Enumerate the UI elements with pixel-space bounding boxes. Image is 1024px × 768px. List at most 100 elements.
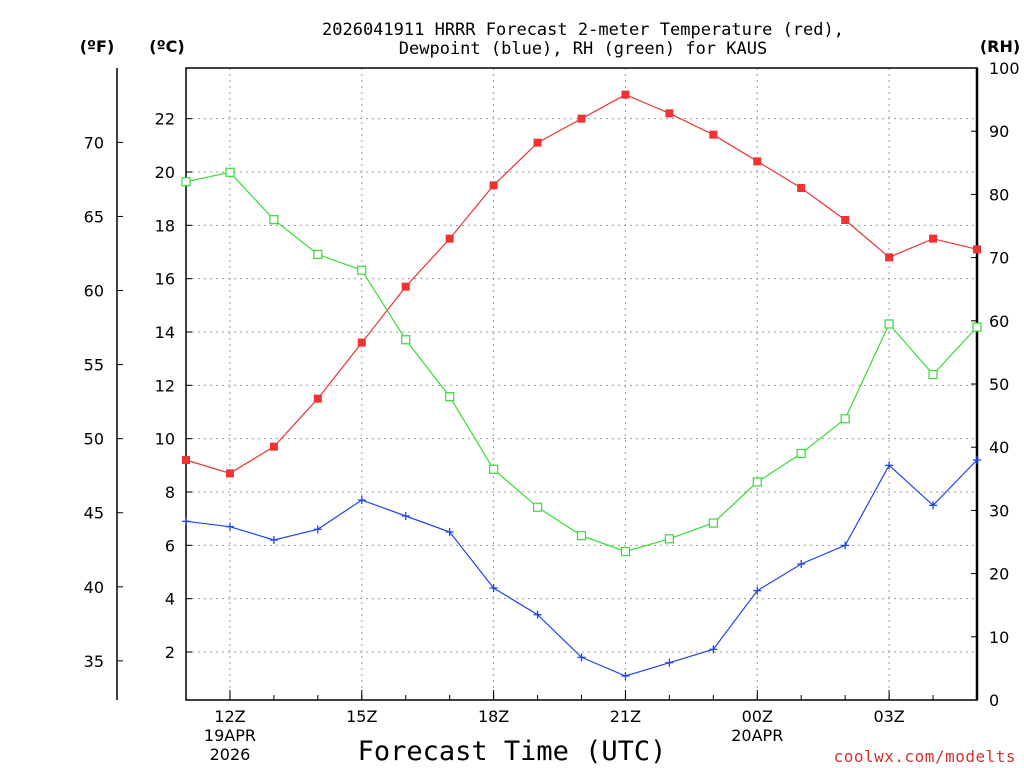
data-series (181, 90, 982, 680)
rh-tick-label: 70 (989, 249, 1009, 268)
axes (116, 67, 979, 701)
rh-tick-label: 100 (989, 59, 1020, 78)
dewpoint-point (357, 496, 366, 504)
dewpoint-point (709, 645, 718, 654)
celsius-tick-label: 8 (165, 483, 175, 502)
celsius-tick-label: 10 (155, 430, 175, 449)
dewpoint-point (533, 610, 542, 619)
rh-point (664, 534, 674, 544)
fahrenheit-tick-label: 50 (84, 430, 104, 449)
chart-title-line-2: Dewpoint (blue), RH (green) for KAUS (399, 39, 767, 59)
fahrenheit-tick-label: 65 (84, 207, 104, 226)
rh-point (708, 518, 718, 528)
temperature-point (182, 456, 190, 464)
dewpoint-point (401, 512, 410, 520)
rh-point (884, 319, 894, 329)
dewpoint-point (225, 522, 234, 531)
dewpoint-point (841, 541, 850, 550)
temperature-point (841, 216, 850, 224)
temperature-point (797, 184, 806, 192)
rh-point (181, 177, 191, 187)
temperature-point (709, 130, 718, 139)
rh-unit-label: (RH) (980, 37, 1020, 56)
rh-point (313, 249, 323, 260)
celsius-tick-label: 14 (155, 323, 175, 342)
fahrenheit-unit-label: (ºF) (80, 37, 115, 56)
dewpoint-point (182, 517, 190, 526)
dewpoint-point (577, 653, 586, 662)
rh-tick-label: 40 (989, 438, 1009, 457)
rh-tick-label: 10 (989, 628, 1009, 647)
x-axis-label: Forecast Time (UTC) (358, 736, 667, 767)
credit-text: coolwx.com/modelts (834, 747, 1016, 766)
x-tick-label: 12Z (214, 707, 245, 726)
dewpoint-point (313, 525, 322, 534)
x-tick-label: 19APR (204, 726, 256, 745)
temperature-point (577, 114, 586, 123)
rh-point (269, 215, 279, 225)
rh-point (752, 477, 762, 487)
dewpoint-point (973, 456, 981, 464)
dewpoint-point (621, 672, 630, 680)
rh-line (185, 171, 978, 553)
x-tick-label: 20APR (731, 726, 783, 745)
rh-tick-label: 90 (989, 122, 1009, 141)
rh-tick-label: 0 (989, 691, 999, 710)
dewpoint-point (885, 461, 894, 470)
fahrenheit-tick-label: 35 (84, 652, 104, 671)
temperature-point (445, 234, 454, 243)
rh-point (796, 448, 806, 459)
rh-point (840, 414, 850, 424)
rh-tick-label: 50 (989, 375, 1009, 394)
celsius-tick-label: 6 (165, 536, 175, 555)
rh-point (928, 369, 938, 380)
temperature-point (357, 338, 366, 347)
rh-point (489, 464, 499, 474)
dewpoint-point (929, 501, 938, 510)
rh-tick-label: 20 (989, 565, 1009, 584)
fahrenheit-tick-label: 60 (84, 282, 104, 301)
rh-point (225, 167, 235, 177)
x-tick-label: 21Z (610, 707, 641, 726)
temperature-point (973, 245, 981, 254)
dewpoint-point (489, 584, 498, 592)
fahrenheit-tick-label: 55 (84, 356, 104, 375)
temperature-point (489, 181, 498, 190)
x-tick-label: 03Z (873, 707, 904, 726)
fahrenheit-tick-label: 45 (84, 504, 104, 523)
celsius-unit-label: (ºC) (149, 37, 184, 56)
chart-title-line-1: 2026041911 HRRR Forecast 2-meter Tempera… (322, 20, 844, 40)
rh-point (972, 322, 982, 332)
temperature-point (621, 90, 630, 99)
rh-point (401, 335, 411, 345)
celsius-tick-label: 20 (155, 163, 175, 182)
dewpoint-point (269, 536, 278, 544)
temperature-point (401, 282, 410, 291)
celsius-tick-label: 22 (155, 110, 175, 129)
dewpoint-point (753, 586, 762, 595)
plot-frame (185, 67, 978, 701)
temperature-point (753, 157, 762, 166)
rh-point (445, 392, 455, 402)
dewpoint-point (797, 560, 806, 568)
celsius-tick-label: 18 (155, 216, 175, 235)
celsius-tick-label: 4 (165, 590, 175, 609)
dewpoint-point (665, 658, 674, 667)
celsius-tick-label: 2 (165, 643, 175, 662)
temperature-point (533, 138, 542, 147)
fahrenheit-tick-label: 40 (84, 578, 104, 597)
rh-point (576, 531, 587, 541)
dewpoint-point (445, 528, 454, 536)
celsius-tick-label: 12 (155, 376, 175, 395)
rh-tick-label: 80 (989, 185, 1009, 204)
temperature-point (929, 234, 938, 243)
temperature-point (313, 394, 322, 403)
grid-lines (186, 68, 977, 700)
rh-tick-label: 60 (989, 312, 1009, 331)
fahrenheit-tick-label: 70 (84, 133, 104, 152)
temperature-point (225, 469, 234, 478)
x-tick-label: 15Z (346, 707, 377, 726)
rh-point (620, 546, 631, 557)
celsius-tick-label: 16 (155, 270, 175, 289)
